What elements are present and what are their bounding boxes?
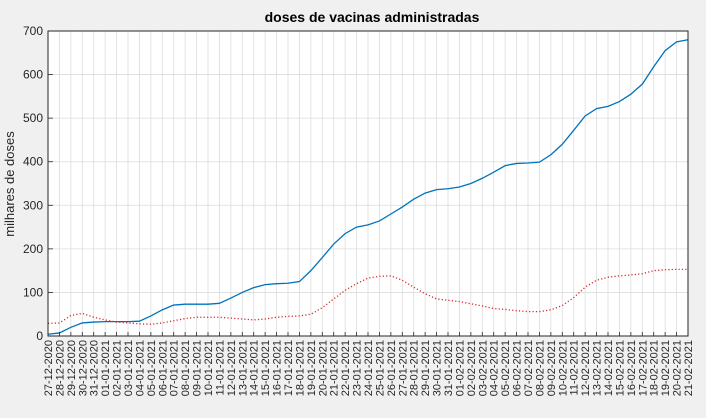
x-tick-label: 13-01-2021 (237, 340, 249, 396)
x-tick-label: 10-02-2021 (557, 340, 569, 396)
x-tick-label: 17-01-2021 (283, 340, 295, 396)
x-tick-label: 21-02-2021 (683, 340, 695, 396)
x-tick-label: 29-12-2020 (66, 340, 78, 396)
x-tick-label: 07-01-2021 (169, 340, 181, 396)
x-tick-label: 14-01-2021 (249, 340, 261, 396)
x-tick-label: 30-12-2020 (77, 340, 89, 396)
y-tick-label: 200 (23, 242, 43, 256)
x-tick-label: 12-01-2021 (226, 340, 238, 396)
x-tick-label: 01-02-2021 (454, 340, 466, 396)
x-tick-label: 29-01-2021 (420, 340, 432, 396)
x-tick-label: 09-02-2021 (546, 340, 558, 396)
x-tick-label: 14-02-2021 (603, 340, 615, 396)
chart-title: doses de vacinas administradas (265, 9, 480, 25)
x-tick-label: 06-01-2021 (157, 340, 169, 396)
y-axis-ticks: 0 100 200 300 400 500 600 700 (23, 24, 53, 343)
x-tick-label: 30-01-2021 (432, 340, 444, 396)
x-tick-label: 04-02-2021 (489, 340, 501, 396)
x-tick-label: 21-01-2021 (329, 340, 341, 396)
x-tick-label: 12-02-2021 (580, 340, 592, 396)
x-tick-label: 07-02-2021 (523, 340, 535, 396)
x-tick-label: 13-02-2021 (592, 340, 604, 396)
x-tick-label: 15-02-2021 (614, 340, 626, 396)
x-tick-label: 27-12-2020 (43, 340, 55, 396)
x-tick-label: 16-01-2021 (272, 340, 284, 396)
x-tick-label: 25-01-2021 (374, 340, 386, 396)
x-tick-label: 19-02-2021 (660, 340, 672, 396)
x-tick-label: 08-02-2021 (534, 340, 546, 396)
x-tick-label: 06-02-2021 (512, 340, 524, 396)
x-tick-label: 05-02-2021 (500, 340, 512, 396)
x-tick-label: 18-01-2021 (294, 340, 306, 396)
x-tick-label: 24-01-2021 (363, 340, 375, 396)
series-line-dotted (47, 268, 688, 325)
x-tick-label: 11-01-2021 (214, 340, 226, 395)
x-tick-label: 16-02-2021 (626, 340, 638, 396)
grid-lines (48, 31, 688, 336)
x-tick-label: 01-01-2021 (100, 340, 112, 396)
x-tick-label: 11-02-2021 (569, 340, 581, 395)
y-tick-label: 300 (23, 198, 43, 212)
x-tick-label: 05-01-2021 (146, 340, 158, 396)
x-tick-label: 23-01-2021 (352, 340, 364, 396)
x-tick-label: 18-02-2021 (649, 340, 661, 396)
x-tick-label: 26-01-2021 (386, 340, 398, 396)
x-tick-label: 04-01-2021 (134, 340, 146, 396)
y-tick-label: 500 (23, 111, 43, 125)
y-tick-label: 700 (23, 24, 43, 38)
x-tick-label: 20-01-2021 (317, 340, 329, 396)
series-layer (47, 39, 689, 335)
x-tick-label: 28-01-2021 (409, 340, 421, 396)
y-axis-label: milhares de doses (2, 131, 17, 237)
x-tick-label: 08-01-2021 (180, 340, 192, 396)
x-tick-label: 19-01-2021 (306, 340, 318, 396)
x-tick-label: 10-01-2021 (203, 340, 215, 396)
x-tick-label: 15-01-2021 (260, 340, 272, 396)
x-tick-label: 03-01-2021 (123, 340, 135, 396)
x-tick-label: 31-12-2020 (89, 340, 101, 396)
x-tick-label: 22-01-2021 (340, 340, 352, 396)
x-tick-label: 09-01-2021 (192, 340, 204, 396)
y-tick-label: 100 (23, 285, 43, 299)
y-tick-label: 0 (36, 329, 43, 343)
x-tick-label: 27-01-2021 (397, 340, 409, 396)
x-tick-label: 17-02-2021 (637, 340, 649, 396)
series-line-solid (47, 39, 689, 335)
x-tick-label: 31-01-2021 (443, 340, 455, 396)
x-axis-ticks: 27-12-2020 28-12-2020 29-12-2020 30-12-2020… (43, 332, 695, 396)
x-tick-label: 20-02-2021 (672, 340, 684, 396)
x-tick-label: 02-01-2021 (112, 340, 124, 396)
x-tick-label: 28-12-2020 (54, 340, 66, 396)
x-tick-label: 02-02-2021 (466, 340, 478, 396)
y-tick-label: 600 (23, 68, 43, 82)
x-tick-label: 03-02-2021 (477, 340, 489, 396)
y-tick-label: 400 (23, 155, 43, 169)
